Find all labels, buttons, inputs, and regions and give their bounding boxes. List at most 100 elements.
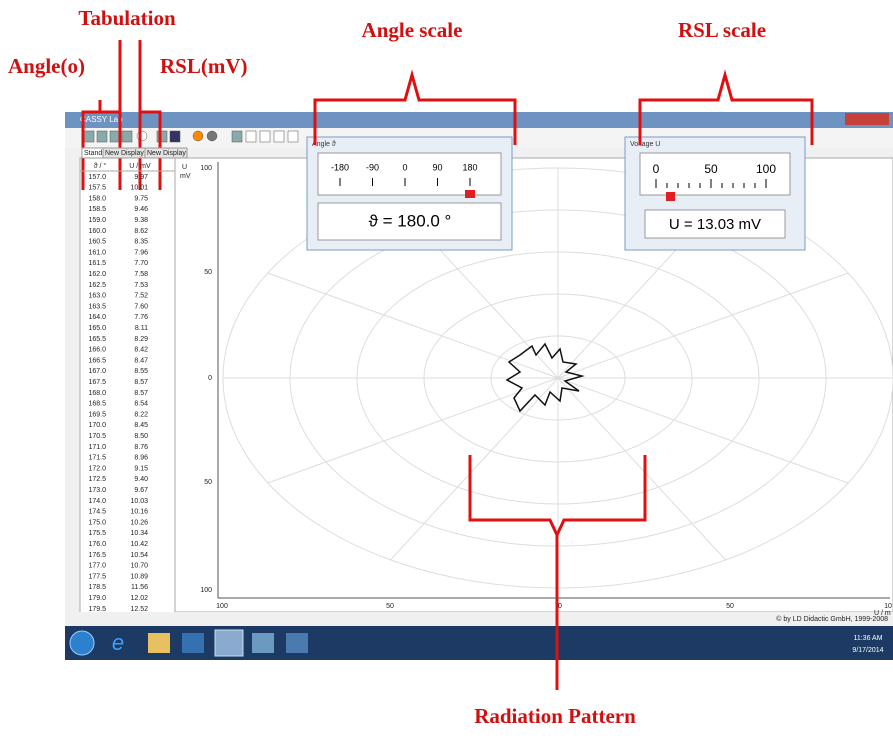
- title-bar: [65, 112, 893, 128]
- table-cell: 10.54: [130, 552, 148, 559]
- table-cell: 169.5: [88, 411, 106, 418]
- voltage-readout: U = 13.03 mV: [669, 216, 761, 233]
- table-cell: 7.53: [134, 282, 148, 289]
- table-cell: 167.5: [88, 379, 106, 386]
- table-cell: 8.29: [134, 336, 148, 343]
- meter-scale-label: -180: [331, 162, 349, 172]
- table-cell: 168.0: [88, 390, 106, 397]
- table-cell: 8.57: [134, 390, 148, 397]
- table-cell: 179.0: [88, 595, 106, 602]
- x-tick-label: 100: [216, 603, 228, 610]
- table-cell: 9.97: [134, 174, 148, 181]
- table-cell: 9.40: [134, 476, 148, 483]
- table-header: U / mV: [129, 163, 151, 170]
- table-cell: 10.42: [130, 541, 148, 548]
- voltage-meter: [625, 137, 805, 250]
- table-cell: 11.56: [131, 584, 148, 591]
- table-cell: 9.46: [134, 206, 148, 213]
- table-cell: 166.5: [88, 357, 106, 364]
- y-tick-label: 100: [200, 165, 212, 172]
- meter-scale-label: 180: [462, 162, 477, 172]
- y-tick-label: 50: [204, 479, 212, 486]
- table-cell: 171.0: [88, 444, 106, 451]
- table-cell: 9.67: [134, 487, 148, 494]
- voltage-meter-title: Voltage U: [630, 141, 660, 148]
- table-cell: 8.42: [134, 347, 148, 354]
- table-cell: 160.0: [88, 228, 106, 235]
- table-cell: 8.96: [134, 455, 148, 462]
- table-cell: 176.0: [88, 541, 106, 548]
- table-cell: 167.0: [88, 368, 106, 375]
- table-cell: 8.35: [134, 239, 148, 246]
- status-text: © by LD Didactic GmbH, 1999-2008: [776, 615, 888, 623]
- table-cell: 10.70: [130, 563, 148, 570]
- table-cell: 8.76: [134, 444, 148, 451]
- table-cell: 9.15: [134, 465, 148, 472]
- clock-time: 11:36 AM: [853, 635, 882, 642]
- table-cell: 160.5: [88, 239, 106, 246]
- table-cell: 178.5: [88, 584, 106, 591]
- tab[interactable]: New Display: [147, 150, 186, 157]
- window-title: CASSY Lab: [80, 115, 123, 124]
- table-cell: 171.5: [88, 455, 106, 462]
- meter-scale-label: 50: [704, 162, 718, 176]
- table-cell: 172.0: [88, 465, 106, 472]
- table-cell: 176.5: [88, 552, 106, 559]
- table-cell: 165.5: [88, 336, 106, 343]
- table-cell: 162.5: [88, 282, 106, 289]
- table-cell: 162.0: [88, 271, 106, 278]
- table-cell: 170.0: [88, 422, 106, 429]
- annotation: Angle scale: [362, 18, 463, 42]
- x-axis-label: U / m: [874, 610, 891, 617]
- annotation: Radiation Pattern: [474, 704, 636, 728]
- table-cell: 9.38: [134, 217, 148, 224]
- x-tick-label: 0: [558, 603, 562, 610]
- window-buttons[interactable]: [845, 113, 889, 125]
- table-cell: 173.0: [88, 487, 106, 494]
- table-cell: 174.5: [88, 509, 106, 516]
- table-cell: 8.11: [135, 325, 148, 332]
- table-cell: 10.16: [130, 509, 148, 516]
- table-cell: 10.03: [130, 498, 148, 505]
- tab[interactable]: New Display: [105, 150, 144, 157]
- table-cell: 157.0: [88, 174, 106, 181]
- table-cell: 7.76: [134, 314, 148, 321]
- table-cell: 168.5: [88, 401, 106, 408]
- table-cell: 7.96: [134, 249, 148, 256]
- table-cell: 161.5: [88, 260, 106, 267]
- table-cell: 8.55: [134, 368, 148, 375]
- page: CASSY Lab © by LD Didactic GmbH, 1999-20…: [0, 0, 893, 738]
- angle-meter: [307, 137, 512, 250]
- meter-scale-label: 100: [756, 162, 776, 176]
- table-cell: 158.0: [88, 195, 106, 202]
- y-tick-label: 0: [208, 375, 212, 382]
- status-bar: [65, 612, 893, 626]
- table-cell: 7.58: [134, 271, 148, 278]
- table-cell: 157.5: [88, 185, 106, 192]
- table-cell: 12.02: [130, 595, 148, 602]
- x-tick-label: 50: [386, 603, 394, 610]
- table-cell: 172.5: [88, 476, 106, 483]
- table-cell: 179.5: [88, 606, 106, 613]
- y-tick-label: 100: [200, 587, 212, 594]
- y-axis-unit: mV: [180, 173, 191, 180]
- table-cell: 8.54: [134, 401, 148, 408]
- table-cell: 10.26: [130, 519, 148, 526]
- table-cell: 159.0: [88, 217, 106, 224]
- table-header: ϑ / °: [94, 162, 107, 170]
- table-cell: 175.0: [88, 519, 106, 526]
- table-cell: 8.47: [134, 357, 148, 364]
- table-cell: 12.52: [130, 606, 148, 613]
- table-cell: 175.5: [88, 530, 106, 537]
- table-cell: 166.0: [88, 347, 106, 354]
- y-axis-label: U: [182, 164, 187, 171]
- table-cell: 8.62: [134, 228, 148, 235]
- table-cell: 177.0: [88, 563, 106, 570]
- table-cell: 170.5: [88, 433, 106, 440]
- table-cell: 7.70: [134, 260, 148, 267]
- angle-readout: ϑ = 180.0 °: [369, 211, 452, 230]
- annotation: Angle(o): [8, 54, 85, 78]
- table-cell: 177.5: [88, 573, 106, 580]
- table-cell: 164.0: [88, 314, 106, 321]
- clock-date: 9/17/2014: [852, 647, 883, 654]
